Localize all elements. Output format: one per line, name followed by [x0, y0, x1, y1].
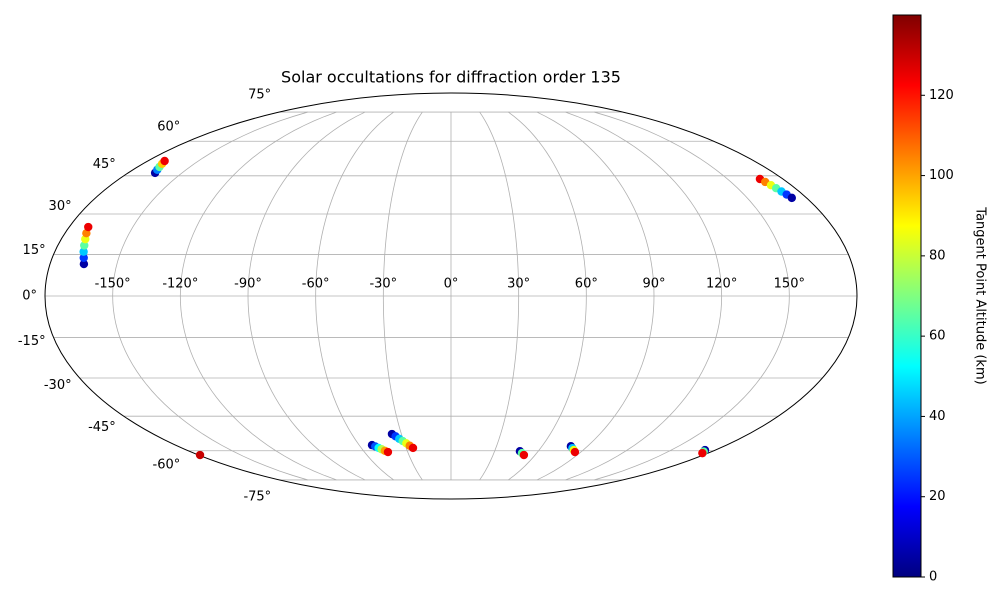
colorbar-tick-label: 80: [929, 248, 946, 263]
x-tick-label: 60°: [575, 277, 598, 292]
colorbar-label: Tangent Point Altitude (km): [973, 206, 988, 384]
x-tick-label: -90°: [234, 277, 262, 292]
grid-line: [247, 111, 366, 481]
point: [519, 450, 529, 460]
x-tick-label: 120°: [706, 277, 737, 292]
grid-line: [315, 111, 394, 481]
colorbar-tick-label: 0: [929, 570, 937, 585]
grid-line: [508, 111, 587, 481]
y-tick-label: -60°: [153, 458, 181, 473]
x-tick-label: -150°: [95, 277, 131, 292]
x-tick-label: -60°: [302, 277, 330, 292]
point: [160, 156, 169, 166]
y-tick-label: 60°: [157, 119, 180, 134]
y-tick-label: 75°: [248, 87, 271, 102]
point: [787, 193, 796, 203]
point: [570, 447, 580, 457]
colorbar-tick-label: 40: [929, 409, 946, 424]
grid-line: [112, 111, 308, 481]
y-tick-label: -30°: [44, 378, 72, 393]
x-tick-label: 30°: [507, 277, 530, 292]
x-tick-label: -30°: [369, 277, 397, 292]
grid-line: [382, 111, 423, 481]
point: [383, 447, 393, 457]
x-tick-label: 0°: [444, 277, 459, 292]
y-tick-label: -45°: [88, 420, 116, 435]
point: [80, 241, 89, 250]
y-tick-label: -75°: [243, 490, 271, 505]
y-tick-label: 0°: [22, 289, 37, 304]
colorbar-tick-label: 100: [929, 168, 954, 183]
point: [408, 443, 418, 453]
grid-line: [536, 111, 655, 481]
y-tick-label: -15°: [18, 334, 46, 349]
colorbar-tick-label: 120: [929, 88, 954, 103]
point: [84, 222, 93, 232]
colorbar-tick-label: 60: [929, 329, 946, 344]
x-tick-label: 90°: [642, 277, 665, 292]
grid-line: [479, 111, 520, 481]
y-tick-label: 15°: [23, 243, 46, 258]
y-tick-label: 45°: [93, 157, 116, 172]
colorbar-tick-label: 20: [929, 489, 946, 504]
y-tick-label: 30°: [49, 199, 72, 214]
point: [79, 259, 89, 269]
x-tick-label: -120°: [162, 277, 198, 292]
x-tick-label: 150°: [774, 277, 805, 292]
grid-line: [179, 111, 337, 481]
grid-line: [565, 111, 723, 481]
point: [79, 253, 88, 262]
point: [698, 448, 707, 458]
colorbar: [892, 14, 922, 578]
point: [195, 450, 205, 460]
grid-line: [594, 111, 790, 481]
point: [79, 247, 88, 256]
map-boundary: [44, 92, 858, 500]
chart-title: Solar occultations for diffraction order…: [281, 68, 621, 87]
